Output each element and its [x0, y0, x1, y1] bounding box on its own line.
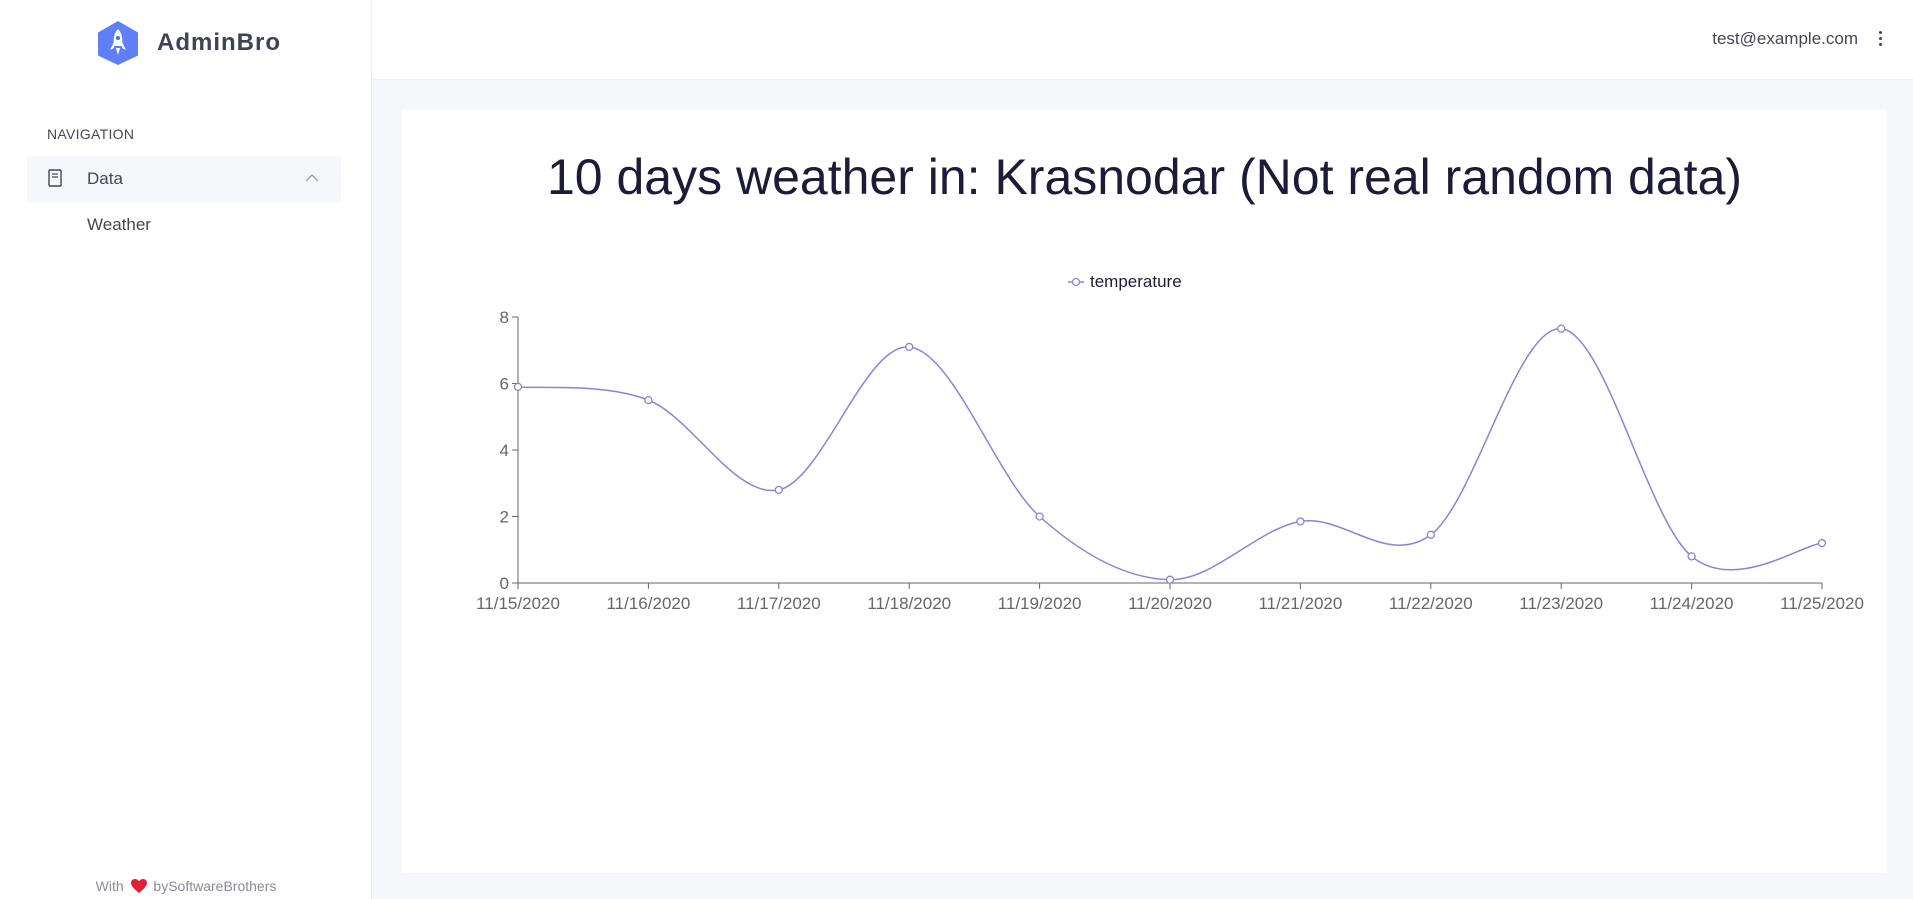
data-point [644, 395, 653, 405]
temperature-chart: temperature 0 2 4 6 8 11/15/2020 11/16/2020 11/1… [476, 272, 1864, 613]
document-icon [48, 169, 62, 187]
more-options-icon[interactable] [1879, 31, 1883, 47]
legend-marker [1071, 277, 1081, 287]
x-tick-label: 11/25/2020 [1780, 594, 1864, 613]
rocket-logo-icon [98, 21, 138, 65]
x-tick-label: 11/24/2020 [1650, 594, 1734, 613]
x-tick-label: 11/16/2020 [606, 594, 690, 613]
data-point [513, 382, 523, 391]
data-point [1817, 538, 1827, 548]
footer-prefix: With [95, 878, 124, 894]
x-tick-label: 11/17/2020 [737, 594, 821, 613]
data-point [1426, 530, 1435, 539]
y-tick-label: 0 [500, 574, 509, 593]
y-tick-label: 8 [500, 308, 509, 327]
sidebar-group-data[interactable]: Data [27, 156, 341, 202]
y-tick-label: 2 [500, 508, 509, 527]
brand-logo[interactable]: AdminBro [95, 20, 281, 66]
sidebar-footer: With bySoftwareBrothers [0, 878, 372, 894]
sidebar-group-label: Data [87, 169, 123, 188]
x-tick-label: 11/20/2020 [1128, 594, 1212, 613]
navigation-heading: NAVIGATION [47, 126, 135, 142]
data-point [774, 485, 783, 495]
chevron-up-icon[interactable] [305, 173, 319, 183]
x-tick-label: 11/23/2020 [1519, 594, 1603, 613]
data-point [905, 342, 914, 352]
x-tick-label: 11/22/2020 [1389, 594, 1473, 613]
user-email[interactable]: test@example.com [1712, 29, 1858, 48]
data-point [1557, 324, 1566, 333]
data-point [1165, 575, 1175, 584]
series-line-temperature [517, 327, 1823, 581]
data-point [1687, 552, 1696, 561]
y-tick-label: 6 [500, 375, 509, 394]
x-tick-label: 11/18/2020 [867, 594, 951, 613]
sidebar-item-weather[interactable]: Weather [87, 215, 151, 234]
x-tick-label: 11/19/2020 [998, 594, 1082, 613]
legend-label: temperature [1090, 272, 1182, 291]
data-point [1296, 517, 1305, 526]
chart-title: 10 days weather in: Krasnodar (Not real … [546, 149, 1743, 205]
x-tick-label: 11/21/2020 [1258, 594, 1342, 613]
top-bar: test@example.com [372, 0, 1913, 80]
heart-icon [130, 879, 147, 893]
brand-name: AdminBro [157, 29, 281, 56]
sidebar: AdminBro NAVIGATION Data Weather With by… [0, 0, 372, 899]
y-tick-label: 4 [500, 441, 509, 460]
footer-suffix[interactable]: bySoftwareBrothers [153, 878, 277, 894]
chart-legend: temperature [1068, 272, 1182, 291]
data-point [1035, 512, 1044, 521]
x-tick-label: 11/15/2020 [476, 594, 560, 613]
chart-card: 10 days weather in: Krasnodar (Not real … [402, 110, 1887, 873]
